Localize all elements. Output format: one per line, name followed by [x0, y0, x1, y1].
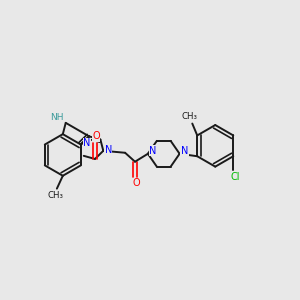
Text: N: N — [83, 138, 91, 148]
Text: CH₃: CH₃ — [181, 112, 197, 121]
Text: CH₃: CH₃ — [48, 191, 64, 200]
Text: N: N — [149, 146, 157, 156]
Text: O: O — [92, 131, 100, 141]
Text: NH: NH — [50, 113, 64, 122]
Text: N: N — [181, 146, 188, 156]
Text: N: N — [105, 145, 112, 155]
Text: Cl: Cl — [230, 172, 240, 182]
Text: O: O — [132, 178, 140, 188]
